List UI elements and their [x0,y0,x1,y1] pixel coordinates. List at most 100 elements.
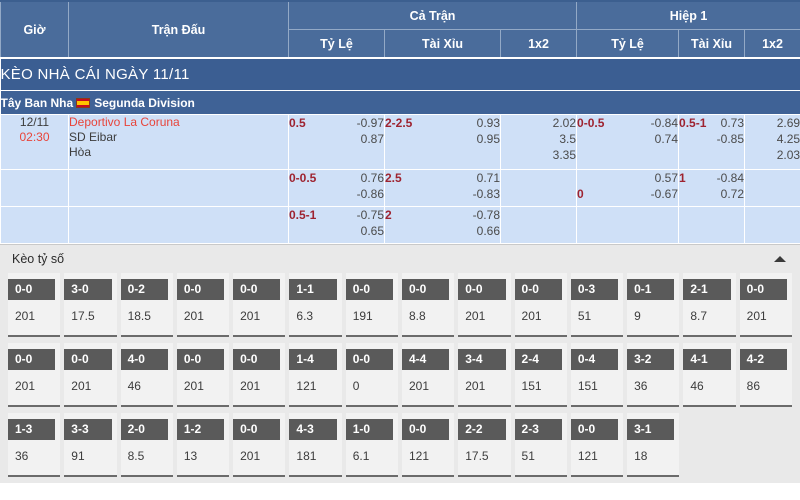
score-odd-cell[interactable]: 0-0 121 [401,413,455,477]
score-odd-cell[interactable]: 4-1 46 [683,343,736,407]
odd-2: 3.35 [552,148,577,162]
score-odd-value: 91 [71,449,85,463]
score-odd-cell[interactable]: 0-0 191 [345,273,398,337]
score-odd-value: 13 [183,449,198,463]
score-odd-cell[interactable]: 0-0 201 [176,343,230,407]
overunder-odd-under: 0.66 [476,224,500,238]
odds-full-handicap-2[interactable]: 0-0.5 0.76 -0.86 [288,169,385,207]
overunder-line: 0.5-1 [679,116,707,130]
handicap-odd-home: 0.57 [654,171,679,185]
score-odd-cell[interactable]: 0-4 151 [570,343,624,407]
draw-label: Hòa [69,145,92,159]
score-badge: 0-1 [627,279,675,300]
score-odd-cell[interactable]: 4-2 86 [739,343,792,407]
odds-full-overunder-2[interactable]: 2.5 0.71 -0.83 [384,169,501,207]
score-odd-cell[interactable]: 1-0 6.1 [345,413,398,477]
score-odd-cell[interactable]: 0-0 201 [176,273,230,337]
score-odd-cell[interactable]: 2-3 51 [514,413,567,477]
score-odd-cell[interactable]: 2-0 8.5 [120,413,173,477]
score-odd-cell[interactable]: 0-0 201 [458,273,511,337]
home-team-name[interactable]: Deportivo La Coruna [69,115,180,129]
odds-half-handicap-1[interactable]: 0-0.5 -0.84 0.74 [576,114,680,170]
score-odd-cell[interactable]: 0-0 201 [64,343,117,407]
score-odd-cell[interactable]: 1-3 36 [8,413,61,477]
score-odd-cell[interactable]: 0-0 201 [233,273,286,337]
match-row-secondary[interactable]: 0-0.5 0.76 -0.86 2.5 0.71 -0.83 0 [0,169,800,207]
score-badge: 0-0 [739,279,787,300]
score-odd-cell[interactable]: 0-3 51 [570,273,624,337]
score-odd-cell[interactable]: 0-0 201 [514,273,567,337]
odds-full-handicap-3[interactable]: 0.5-1 -0.75 0.65 [288,206,385,244]
score-odd-cell[interactable]: 3-4 201 [458,343,511,407]
odds-full-handicap-1[interactable]: 0.5 -0.97 0.87 [288,114,385,170]
score-odd-cell[interactable]: 2-2 17.5 [458,413,511,477]
score-odd-value: 46 [127,379,141,393]
chevron-up-icon[interactable] [774,256,786,262]
score-odd-cell[interactable]: 0-0 201 [233,343,286,407]
score-odd-cell[interactable]: 2-4 151 [514,343,567,407]
score-odds-title: Kèo tỷ số [12,252,65,266]
score-odd-cell[interactable]: 3-2 36 [627,343,680,407]
score-odd-cell[interactable]: 3-3 91 [64,413,117,477]
overunder-line: 2-2.5 [385,116,413,130]
header-row-groups: Giờ Trận Đấu Cả Trận Hiệp 1 [0,0,800,59]
overunder-odd-over: 0.71 [476,171,500,185]
score-odd-cell[interactable]: 0-0 201 [739,273,792,337]
header-row-subs: Tỷ Lệ Tài Xỉu 1x2 Tỷ Lệ Tài Xỉu 1x2 [1,29,800,59]
score-odd-value: 17.5 [465,449,489,463]
odds-half-overunder-1[interactable]: 0.5-1 0.73 -0.85 [678,114,746,170]
score-odd-cell[interactable]: 2-1 8.7 [683,273,736,337]
odds-half-1x2-2 [744,169,800,207]
handicap-odd-home: -0.84 [650,116,679,130]
score-badge: 0-0 [570,419,619,440]
column-group-first-half: Hiệp 1 [576,0,800,30]
score-badge: 1-3 [8,419,56,440]
score-odd-cell[interactable]: 0-0 201 [233,413,286,477]
score-odd-cell[interactable]: 4-3 181 [289,413,342,477]
odds-half-overunder-2[interactable]: 1 -0.84 0.72 [678,169,746,207]
score-odd-cell[interactable]: 3-0 17.5 [64,273,117,337]
odd-1: 2.69 [776,116,800,130]
score-odd-cell[interactable]: 4-4 201 [401,343,455,407]
score-odd-value: 9 [634,309,641,323]
score-odd-cell[interactable]: 0-1 9 [627,273,680,337]
score-odd-cell[interactable]: 4-0 46 [120,343,173,407]
away-team-name[interactable]: SD Eibar [69,130,118,144]
score-odd-value: 201 [465,379,486,393]
match-row-primary[interactable]: 12/11 02:30 Deportivo La Coruna SD Eibar… [0,114,800,170]
league-bar[interactable]: Tây Ban Nha Segunda Division [0,90,800,115]
odds-half-1x2-1[interactable]: 2.69 4.25 2.03 [744,114,800,170]
score-odd-cell[interactable]: 0-0 121 [570,413,624,477]
score-badge: 0-0 [401,419,450,440]
score-odd-cell[interactable]: 3-1 18 [627,413,680,477]
score-badge: 2-2 [458,419,506,440]
score-odd-value: 17.5 [71,309,95,323]
score-odd-cell[interactable]: 0-2 18.5 [120,273,173,337]
score-odd-cell[interactable]: 0-0 201 [8,343,61,407]
score-odds-panel-header[interactable]: Kèo tỷ số [0,245,800,273]
score-odd-cell[interactable]: 1-1 6.3 [289,273,342,337]
odds-full-1x2-1[interactable]: 2.02 3.5 3.35 [499,114,578,170]
score-odd-value: 8.5 [127,449,145,463]
score-odd-cell[interactable]: 1-2 13 [176,413,230,477]
odds-full-overunder-1[interactable]: 2-2.5 0.93 0.95 [384,114,501,170]
score-odd-cell[interactable]: 0-0 201 [8,273,61,337]
match-time-cell: 12/11 02:30 [0,114,69,170]
score-odd-cell[interactable]: 0-0 8.8 [401,273,455,337]
score-badge: 4-0 [120,349,168,370]
score-odd-cell[interactable]: 1-4 121 [289,343,342,407]
score-badge: 0-0 [233,349,281,370]
handicap-odd-home: -0.75 [356,208,384,222]
score-badge: 1-1 [289,279,337,300]
score-odd-cell[interactable]: 0-0 0 [345,343,398,407]
column-header-full-overunder: Tài Xỉu [384,29,501,59]
score-badge: 0-0 [345,349,393,370]
odds-full-overunder-3[interactable]: 2 -0.78 0.66 [384,206,501,244]
match-row-tertiary[interactable]: 0.5-1 -0.75 0.65 2 -0.78 0.66 [0,206,800,244]
overunder-odd-under: -0.83 [472,187,500,201]
odds-half-handicap-2[interactable]: 0.57 0 -0.67 [576,169,680,207]
score-odd-value: 51 [521,449,535,463]
score-badge: 3-4 [458,349,506,370]
handicap-odd-away: -0.86 [356,187,384,201]
